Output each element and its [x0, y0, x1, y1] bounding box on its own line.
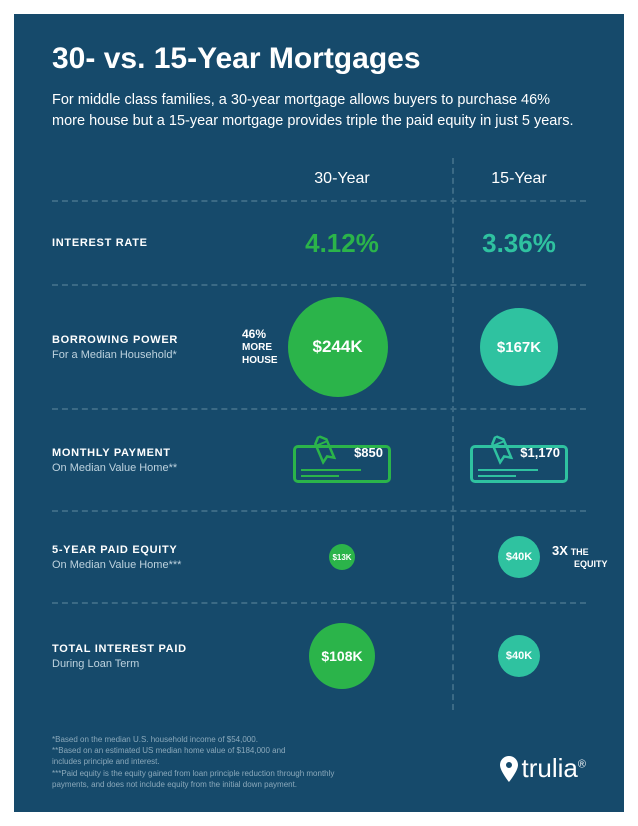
- payment-amount-15yr: $1,170: [520, 445, 560, 460]
- label-borrowing-power: BORROWING POWER: [52, 334, 232, 346]
- row-total-interest: TOTAL INTEREST PAID During Loan Term $10…: [52, 604, 586, 708]
- sublabel-total-interest: During Loan Term: [52, 658, 232, 670]
- subtitle: For middle class families, a 30-year mor…: [52, 90, 586, 132]
- sublabel-equity: On Median Value Home***: [52, 559, 232, 571]
- brand-logo: trulia®: [500, 753, 586, 784]
- circle-borrow-30yr: $244K: [288, 297, 388, 397]
- badge-more-house: 46% MORE HOUSE: [242, 327, 278, 368]
- check-icon-15yr: $1,170: [470, 437, 568, 483]
- circle-total-30yr: $108K: [309, 623, 375, 689]
- row-borrowing-power: BORROWING POWER For a Median Household* …: [52, 286, 586, 410]
- col-header-15yr: 15-Year: [452, 170, 586, 188]
- rate-30yr: 4.12%: [305, 228, 379, 259]
- row-monthly-payment: MONTHLY PAYMENT On Median Value Home** $…: [52, 410, 586, 512]
- col-header-30yr: 30-Year: [232, 170, 452, 188]
- label-monthly-payment: MONTHLY PAYMENT: [52, 447, 232, 459]
- badge-3x-equity: 3X THE EQUITY: [552, 543, 608, 572]
- mortgage-infographic: 30- vs. 15-Year Mortgages For middle cla…: [14, 14, 624, 812]
- sublabel-monthly-payment: On Median Value Home**: [52, 462, 232, 474]
- label-total-interest: TOTAL INTEREST PAID: [52, 643, 232, 655]
- main-title: 30- vs. 15-Year Mortgages: [52, 42, 586, 76]
- brand-name: trulia®: [522, 753, 586, 784]
- footnotes: *Based on the median U.S. household inco…: [52, 734, 372, 790]
- rate-15yr: 3.36%: [482, 228, 556, 259]
- row-interest-rate: INTEREST RATE 4.12% 3.36%: [52, 202, 586, 286]
- circle-equity-30yr: $13K: [329, 544, 355, 570]
- pin-icon: [500, 756, 518, 782]
- comparison-table: 30-Year 15-Year INTEREST RATE 4.12% 3.36…: [52, 158, 586, 708]
- label-interest-rate: INTEREST RATE: [52, 237, 232, 249]
- circle-equity-15yr: $40K: [498, 536, 540, 578]
- check-icon-30yr: $850: [293, 437, 391, 483]
- label-equity: 5-YEAR PAID EQUITY: [52, 544, 232, 556]
- circle-total-15yr: $40K: [498, 635, 540, 677]
- table-header-row: 30-Year 15-Year: [52, 158, 586, 202]
- payment-amount-30yr: $850: [354, 445, 383, 460]
- row-equity: 5-YEAR PAID EQUITY On Median Value Home*…: [52, 512, 586, 604]
- sublabel-borrowing-power: For a Median Household*: [52, 349, 232, 361]
- circle-borrow-15yr: $167K: [480, 308, 558, 386]
